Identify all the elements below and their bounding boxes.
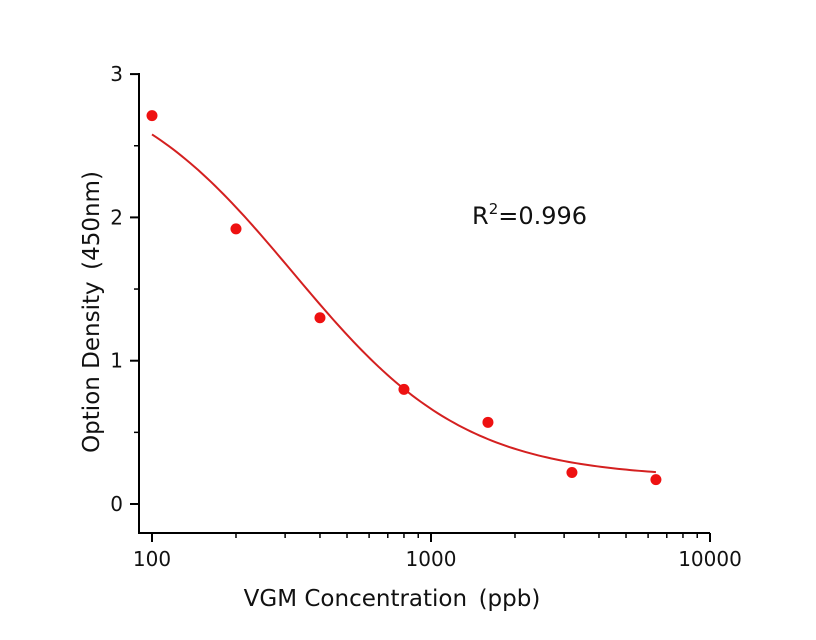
- r-squared-value: =0.996: [498, 202, 587, 230]
- data-point: [482, 416, 494, 428]
- r-squared-sup: 2: [489, 200, 499, 218]
- r-squared-base: R: [472, 202, 489, 230]
- y-tick-label: 1: [110, 349, 123, 373]
- fit-curve-group: [151, 133, 656, 474]
- fit-curve: [151, 133, 656, 474]
- x-tick-label: 1000: [406, 547, 457, 571]
- data-point: [650, 474, 662, 486]
- data-point: [398, 383, 410, 395]
- r-squared-annotation: R2=0.996: [472, 200, 587, 230]
- data-points: [146, 110, 662, 486]
- y-tick-label: 2: [110, 205, 123, 229]
- x-tick-label: 100: [133, 547, 171, 571]
- y-tick-label: 3: [110, 62, 123, 86]
- x-tick-label: 10000: [678, 547, 742, 571]
- data-point: [146, 110, 158, 122]
- data-point: [314, 312, 326, 324]
- y-axis-title: Option Density (450nm): [79, 171, 105, 453]
- axes: 0 1 2 3 100 1000 10000: [110, 62, 742, 571]
- data-point: [566, 466, 578, 478]
- data-point: [230, 223, 242, 235]
- y-tick-label: 0: [110, 492, 123, 516]
- x-axis-title: VGM Concentration (ppb): [244, 586, 541, 612]
